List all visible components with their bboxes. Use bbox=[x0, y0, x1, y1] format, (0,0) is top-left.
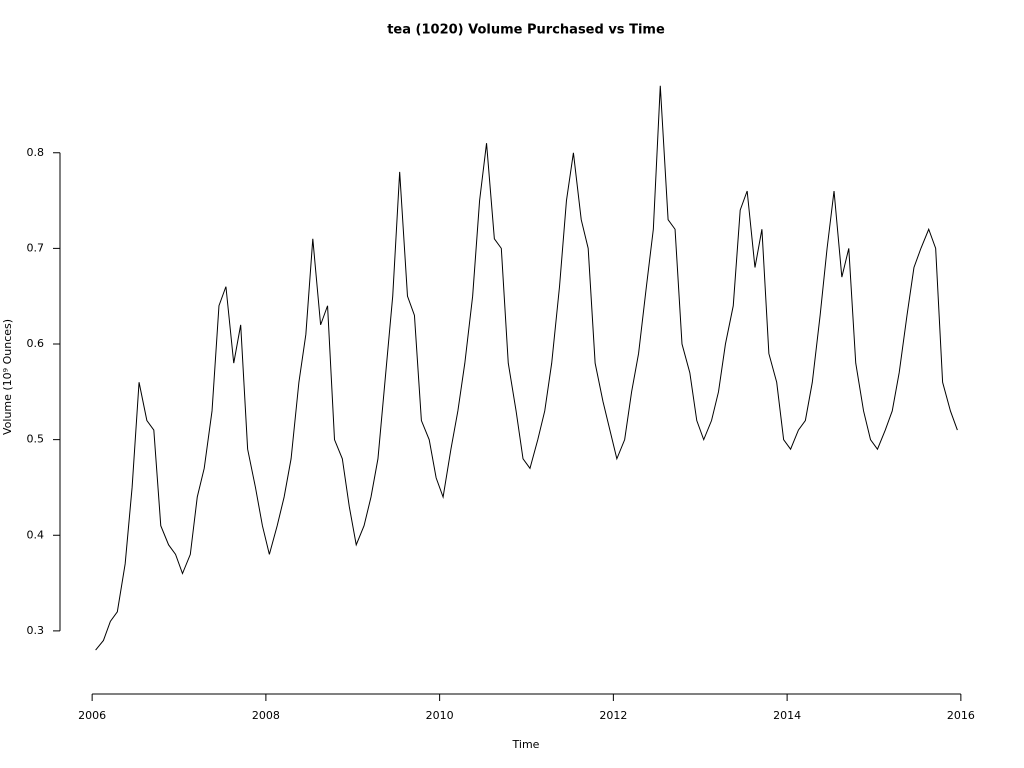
y-tick-label: 0.7 bbox=[27, 241, 45, 254]
x-tick-label: 2008 bbox=[252, 709, 280, 722]
chart-title: tea (1020) Volume Purchased vs Time bbox=[387, 23, 665, 38]
data-line bbox=[95, 85, 958, 651]
y-tick-label: 0.4 bbox=[27, 528, 45, 541]
y-tick-label: 0.8 bbox=[27, 146, 45, 159]
y-axis-label: Volume (10⁹ Ounces) bbox=[1, 319, 14, 435]
x-tick-label: 2014 bbox=[773, 709, 801, 722]
y-tick-label: 0.3 bbox=[27, 624, 45, 637]
x-tick-label: 2006 bbox=[78, 709, 106, 722]
y-tick-label: 0.5 bbox=[27, 433, 45, 446]
x-tick-label: 2016 bbox=[947, 709, 975, 722]
x-axis-label: Time bbox=[512, 738, 540, 751]
x-tick-label: 2012 bbox=[599, 709, 627, 722]
y-tick-label: 0.6 bbox=[27, 337, 45, 350]
x-tick-label: 2010 bbox=[426, 709, 454, 722]
